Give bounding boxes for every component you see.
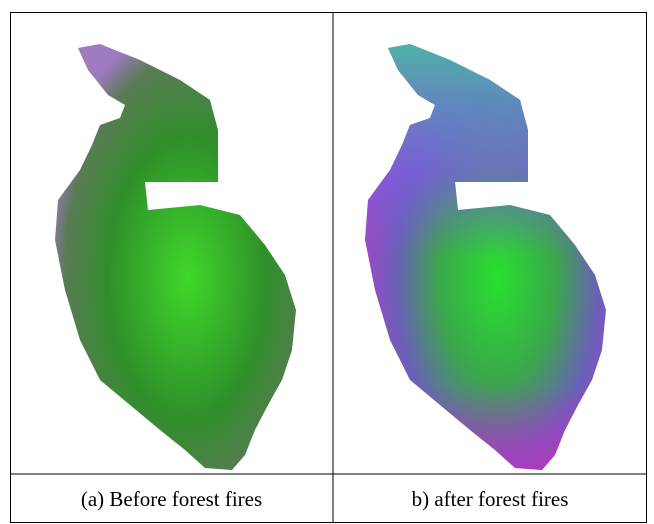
figure-table	[0, 0, 654, 524]
after-image	[365, 44, 606, 470]
before-image	[55, 44, 296, 470]
figure: (a) Before forest fires b) after forest …	[0, 0, 654, 524]
caption: (a) Before forest fires	[10, 476, 333, 522]
caption: b) after forest fires	[333, 476, 647, 522]
